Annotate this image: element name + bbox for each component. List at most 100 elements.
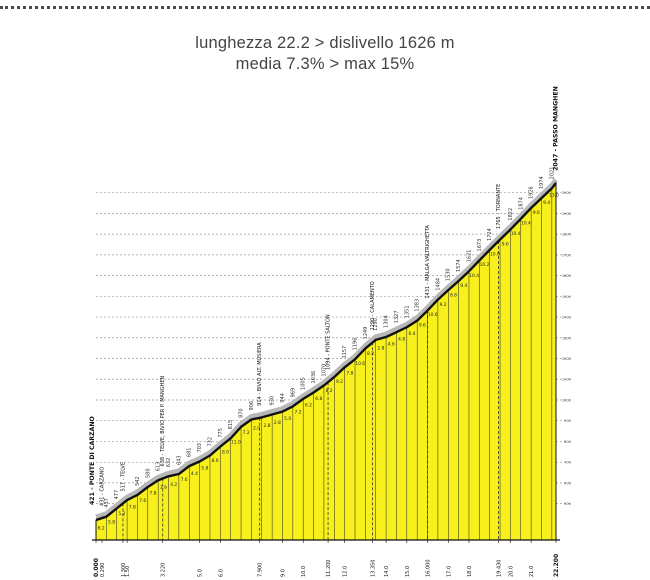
segment-gradient-label: 8.6: [212, 458, 219, 464]
segment-gradient-label: 2.0: [253, 425, 260, 431]
x-tick-label: 7.900: [258, 563, 264, 577]
y-tick-label: 1500: [562, 295, 572, 299]
elevation-label: 1196: [353, 338, 359, 351]
segment-gradient-label: 4.8: [398, 337, 405, 343]
elevation-label: 1621: [466, 250, 472, 263]
place-label: 638 - TELVE, BIVIO PER P. MANGHEN: [160, 375, 166, 466]
x-tick-label: 0.000: [93, 558, 100, 577]
elevation-label: 1304: [384, 315, 390, 328]
segment-gradient-label: 8.2: [367, 351, 374, 357]
place-label: 1765 - TORNANTE: [496, 184, 502, 229]
segment-gradient-label: 9.2: [440, 302, 447, 308]
y-tick-label: 1400: [562, 316, 572, 320]
segment-gradient-label: 5.8: [108, 520, 115, 526]
elevation-label: 2021: [549, 167, 555, 180]
segment-gradient-label: 6.2: [305, 403, 312, 409]
segment-gradient-label: 2.8: [263, 423, 270, 429]
x-tick-label: 13.350: [371, 560, 377, 578]
y-tick-label: 1300: [562, 336, 572, 340]
elevation-label: 815: [228, 420, 234, 430]
x-tick-label: 10.0: [301, 566, 307, 577]
elevation-label: 1290: [373, 318, 379, 331]
elevation-label: 1249: [363, 327, 369, 340]
y-tick-label: 1600: [562, 274, 572, 278]
segment-gradient-label: 7.6: [181, 477, 188, 483]
elevation-label: 944: [280, 393, 286, 403]
elevation-label: 1530: [446, 268, 452, 281]
x-tick-label: 1.50: [125, 566, 131, 577]
segment-gradient-label: 7.6: [139, 498, 146, 504]
segment-gradient-label: 5.8: [201, 466, 208, 472]
segment-gradient-label: 9.6: [533, 210, 540, 216]
length-elevation-summary: lunghezza 22.2 > dislivello 1626 m: [195, 34, 455, 52]
x-tick-label: 20.0: [508, 566, 514, 577]
y-tick-label: 600: [564, 481, 572, 485]
segment-gradient-label: 4.4: [191, 471, 198, 477]
segment-gradient-label: 2.8: [274, 420, 281, 426]
segment-gradient-label: 9.4: [460, 283, 467, 289]
segment-gradient-label: 10.6: [355, 361, 365, 367]
elevation-label: 1351: [404, 305, 410, 318]
segment-gradient-label: 10.4: [511, 231, 521, 237]
profile-shadow: [95, 178, 558, 520]
y-tick-label: 1800: [562, 233, 572, 237]
y-tick-label: 1000: [562, 398, 572, 402]
x-tick-label: 15.0: [405, 566, 411, 577]
elevation-label: 1574: [456, 259, 462, 272]
segment-gradient-label: 11.0: [231, 440, 241, 446]
elevation-label: 906: [249, 401, 255, 411]
elevation-label: 1157: [342, 346, 348, 359]
segment-gradient-label: 4.6: [388, 342, 395, 348]
x-tick-label: 16.000: [426, 560, 432, 578]
x-tick-label: 19.430: [497, 560, 503, 578]
y-tick-label: 1900: [562, 212, 572, 216]
y-tick-label: 900: [564, 419, 572, 423]
x-tick-label: 0.290: [100, 563, 106, 577]
profile-fill: [96, 182, 556, 540]
segment-gradient-label: 13.0: [549, 193, 559, 199]
elevation-label: 1724: [487, 228, 493, 241]
elevation-label: 477: [114, 490, 120, 500]
segment-gradient-label: 10.6: [428, 312, 438, 318]
place-label: 2047 - PASSO MANGHEN: [553, 86, 560, 171]
segment-gradient-label: 2.8: [377, 345, 384, 351]
elevation-label: 969: [290, 388, 296, 398]
elevation-label: 437: [104, 498, 110, 508]
elevation-label: 1005: [301, 377, 307, 390]
elevation-label: 632: [166, 458, 172, 468]
segment-gradient-label: 9.2: [336, 379, 343, 385]
elevation-label: 775: [218, 428, 224, 438]
segment-gradient-label: 8.8: [450, 293, 457, 299]
segment-gradient-label: 5.0: [284, 416, 291, 422]
segment-gradient-label: 9.6: [419, 323, 426, 329]
place-label: 1094 - PONTE SALTON: [326, 314, 332, 370]
segment-gradient-label: 8.0: [222, 449, 229, 455]
segment-gradient-label: 6.4: [408, 331, 415, 337]
place-label: 1431 - MALGA VALTRIGHETTA: [425, 224, 431, 298]
elevation-label: 643: [176, 455, 182, 465]
elevation-label: 580: [145, 468, 151, 478]
segment-gradient-label: 10.4: [469, 273, 479, 279]
segment-gradient-label: 7.2: [243, 430, 250, 436]
elevation-label: 1974: [539, 176, 545, 189]
segment-gradient-label: 7.2: [295, 410, 302, 416]
elevation-label: 1036: [311, 371, 317, 384]
elevation-label: 1484: [435, 278, 441, 291]
x-tick-label: 6.0: [218, 569, 224, 577]
elevation-label: 703: [197, 443, 203, 453]
elevation-label: 1874: [518, 197, 524, 210]
x-tick-label: 3.220: [161, 563, 167, 577]
y-tick-label: 500: [564, 502, 572, 506]
place-label: 1290 - CALAMENTO: [370, 281, 376, 330]
elevation-label: 613: [156, 462, 162, 472]
elevation-label: 1383: [415, 299, 421, 312]
y-tick-label: 1100: [562, 378, 572, 382]
elevation-label: 1070: [321, 364, 327, 377]
elevation-label: 681: [187, 448, 193, 458]
segment-gradient-label: 9.6: [502, 242, 509, 248]
x-tick-label: 17.0: [446, 566, 452, 577]
dotted-divider: [0, 6, 650, 9]
segment-gradient-label: 7.8: [129, 505, 136, 511]
elevation-label: 1926: [529, 186, 535, 199]
elevation-label: 930: [270, 396, 276, 406]
